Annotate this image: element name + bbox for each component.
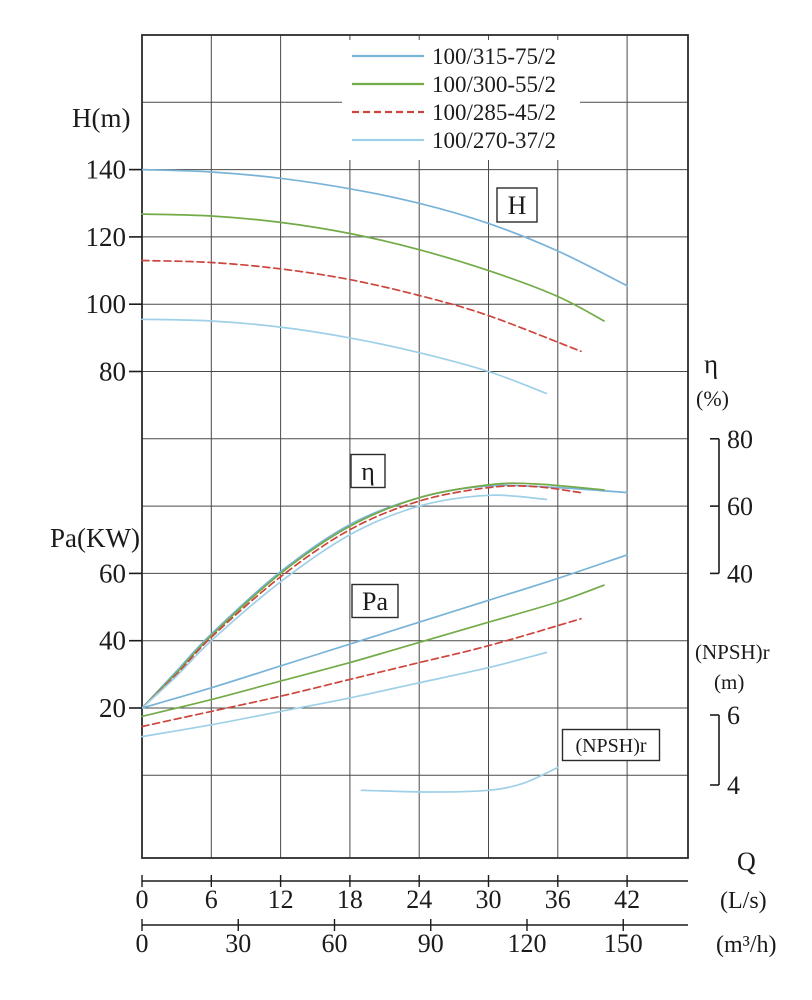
legend-item: 100/270-37/2	[352, 128, 556, 153]
legend-label: 100/285-45/2	[432, 100, 556, 125]
curve-H-100/285-45/2	[141, 259, 582, 353]
curve-H-100/300-55/2	[141, 213, 605, 322]
curve-box-npsh	[561, 728, 661, 762]
curve-box-label-head: H	[508, 191, 527, 220]
tick-label-flow-ls: 6	[205, 885, 218, 914]
tick-label-flow-m3h: 0	[136, 929, 149, 958]
curves	[141, 168, 628, 793]
curve-Pa-100/270-37/2	[141, 651, 548, 738]
curve-box-eta	[350, 453, 386, 489]
curve-eta-100/300-55/2	[141, 482, 605, 709]
curve-H-100/270-37/2	[141, 318, 548, 395]
legend-label: 100/300-55/2	[432, 72, 556, 97]
legend-label: 100/270-37/2	[432, 128, 556, 153]
grid	[142, 35, 688, 858]
tick-label-flow-ls: 0	[136, 885, 149, 914]
tick-label-flow-ls: 36	[545, 885, 571, 914]
tick-label-eta: 80	[727, 425, 753, 454]
axis-title-power: Pa(KW)	[50, 523, 140, 553]
tick-label-power: 60	[99, 558, 126, 588]
tick-label-head: 140	[86, 155, 127, 185]
tick-label-npsh: 4	[727, 771, 740, 800]
legend-item: 100/285-45/2	[352, 100, 556, 125]
legend-item: 100/300-55/2	[352, 72, 556, 97]
tick-label-flow-ls: 12	[268, 885, 294, 914]
tick-label-flow-m3h: 60	[322, 929, 348, 958]
tick-label-npsh: 6	[727, 701, 740, 730]
legend: 100/315-75/2 100/300-55/2 100/285-45/2 100/…	[352, 44, 556, 153]
axis-title-eta: η	[704, 349, 718, 379]
tick-label-eta: 60	[727, 492, 753, 521]
axis-unit-flow-m3h: (m³/h)	[716, 932, 777, 958]
curve-box-label-power: Pa	[362, 587, 388, 616]
tick-label-head: 120	[86, 222, 127, 252]
tick-label-power: 20	[99, 693, 126, 723]
curve-NPSHr-100/270-37/2	[360, 766, 559, 793]
legend-item: 100/315-75/2	[352, 44, 556, 69]
curve-Pa-100/285-45/2	[141, 617, 582, 728]
tick-label-flow-m3h: 30	[225, 929, 251, 958]
axis-unit-npsh: (m)	[714, 670, 744, 694]
curve-eta-100/285-45/2	[141, 485, 582, 709]
tick-label-eta: 40	[727, 559, 753, 588]
tick-label-flow-ls: 42	[614, 885, 640, 914]
tick-label-flow-ls: 24	[406, 885, 432, 914]
tick-label-flow-m3h: 90	[418, 929, 444, 958]
plot-border	[141, 34, 689, 859]
axis-unit-eta: (%)	[696, 386, 729, 411]
tick-label-flow-ls: 30	[476, 885, 502, 914]
curve-box-label-eta: η	[361, 457, 375, 486]
axis-title-flow: Q	[737, 847, 756, 876]
curve-H-100/315-75/2	[141, 168, 628, 287]
curve-box-power	[351, 583, 399, 619]
tick-label-head: 80	[99, 357, 126, 387]
tick-label-flow-m3h: 120	[508, 929, 547, 958]
tick-label-power: 40	[99, 626, 126, 656]
curve-eta-100/270-37/2	[141, 494, 548, 709]
tick-label-flow-m3h: 150	[604, 929, 643, 958]
axis-title-head: H(m)	[72, 103, 130, 133]
curve-box-label-npsh: (NPSH)r	[575, 735, 646, 757]
legend-label: 100/315-75/2	[432, 44, 556, 69]
curve-Pa-100/300-55/2	[141, 584, 605, 718]
curve-Pa-100/315-75/2	[141, 554, 628, 709]
tick-label-head: 100	[86, 289, 127, 319]
curve-box-head	[496, 187, 538, 223]
axis-unit-flow-ls: (L/s)	[720, 888, 767, 914]
tick-label-flow-ls: 18	[337, 885, 363, 914]
axis-title-npsh: (NPSH)r	[695, 640, 770, 664]
